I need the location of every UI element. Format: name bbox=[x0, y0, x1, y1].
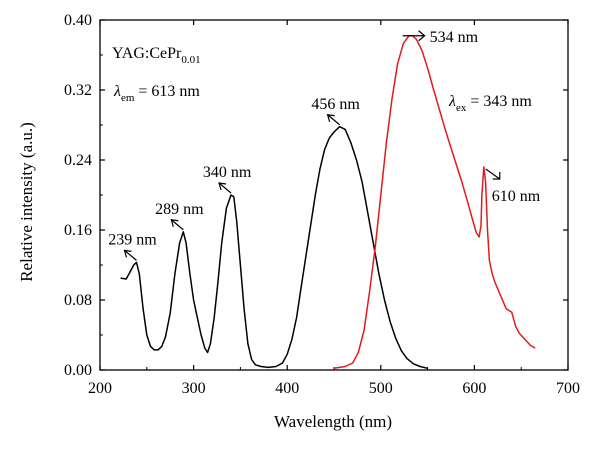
peak-arrowhead bbox=[326, 114, 335, 122]
lambda-em-symbol: λ bbox=[113, 83, 121, 100]
peak-arrowhead bbox=[218, 182, 227, 191]
peak-label: 610 nm bbox=[492, 188, 541, 205]
x-tick-label: 600 bbox=[462, 380, 486, 397]
annotation-layer: 239 nm 289 nm 340 nm 456 nm 534 nm 610 nm bbox=[108, 29, 541, 261]
x-tick-label: 200 bbox=[88, 380, 112, 397]
peak-label: 340 nm bbox=[203, 164, 252, 181]
excitation-spectrum-line bbox=[120, 125, 428, 370]
peak-arrow bbox=[124, 249, 137, 261]
peak-label: 456 nm bbox=[311, 96, 360, 113]
lambda-em-label: λem = 613 nm bbox=[113, 83, 200, 104]
x-tick-label: 500 bbox=[369, 380, 393, 397]
y-tick-label: 0.40 bbox=[64, 12, 92, 29]
peak-arrow bbox=[218, 182, 232, 194]
y-tick-label: 0.32 bbox=[64, 82, 92, 99]
x-tick-label: 400 bbox=[275, 380, 299, 397]
peak-label: 534 nm bbox=[430, 29, 479, 46]
peak-arrow bbox=[170, 219, 184, 231]
y-tick-label: 0.16 bbox=[64, 222, 92, 239]
x-tick-label: 300 bbox=[182, 380, 206, 397]
peak-arrowhead bbox=[170, 219, 179, 227]
peak-label: 239 nm bbox=[108, 231, 157, 248]
x-axis-ticks: 200 300 400 500 600 700 bbox=[88, 20, 580, 397]
peak-arrowhead bbox=[492, 172, 501, 180]
lambda-ex-symbol: λ bbox=[448, 93, 456, 110]
sample-label-main: YAG:CePr bbox=[112, 45, 182, 62]
sample-label: YAG:CePr0.01 bbox=[112, 45, 201, 66]
x-axis-title: Wavelength (nm) bbox=[274, 412, 392, 431]
peak-arrow bbox=[485, 168, 501, 180]
x-tick-label: 700 bbox=[556, 380, 580, 397]
lambda-ex-sub: ex bbox=[456, 102, 467, 114]
y-tick-label: 0.08 bbox=[64, 292, 92, 309]
peak-arrow bbox=[327, 114, 341, 126]
lambda-ex-value: = 343 nm bbox=[466, 93, 532, 110]
peak-label: 289 nm bbox=[155, 201, 204, 218]
emission-spectrum-line bbox=[333, 35, 536, 370]
peak-arrowhead bbox=[123, 249, 132, 258]
y-axis-ticks: 0.00 0.08 0.16 0.24 0.32 0.40 bbox=[64, 12, 568, 379]
peak-arrowhead bbox=[418, 30, 426, 42]
series-layer bbox=[120, 35, 536, 370]
sample-label-sub: 0.01 bbox=[181, 54, 200, 66]
y-tick-label: 0.24 bbox=[64, 152, 92, 169]
lambda-em-value: = 613 nm bbox=[134, 83, 200, 100]
lambda-ex-label: λex = 343 nm bbox=[448, 93, 532, 114]
y-axis-title: Relative intensity (a.u.) bbox=[17, 122, 36, 282]
y-tick-label: 0.00 bbox=[64, 362, 92, 379]
lambda-em-sub: em bbox=[121, 92, 135, 104]
